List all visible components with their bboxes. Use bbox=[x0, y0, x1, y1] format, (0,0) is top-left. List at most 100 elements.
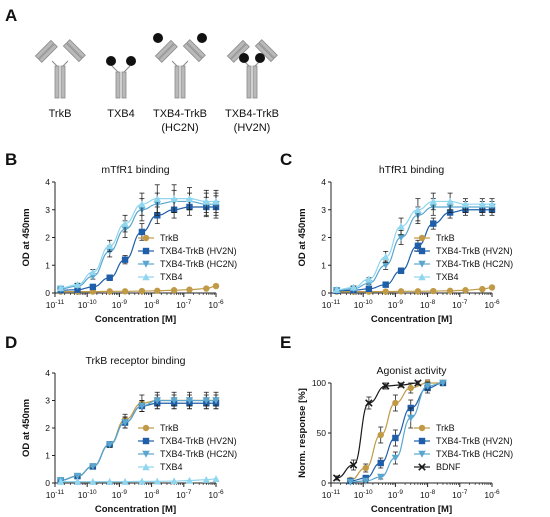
antibody-stem-2 bbox=[180, 65, 186, 99]
data-point bbox=[212, 282, 220, 290]
data-point bbox=[414, 242, 422, 250]
x-axis-label: Concentration [M] bbox=[95, 504, 176, 515]
data-point bbox=[121, 477, 129, 485]
data-point bbox=[382, 253, 390, 261]
data-point bbox=[202, 476, 211, 483]
antibody-arm-3 bbox=[226, 39, 247, 60]
y-axis-label: OD at 450nm bbox=[21, 208, 32, 266]
data-point bbox=[365, 285, 373, 293]
series-txb4 bbox=[56, 475, 220, 485]
data-point bbox=[377, 431, 384, 439]
data-point bbox=[106, 242, 114, 250]
y-tick-label: 0 bbox=[45, 478, 50, 488]
vnar-domain-2 bbox=[197, 33, 207, 43]
legend-label: TXB4-TrkB (HC2N) bbox=[436, 259, 513, 269]
construct-sublabel-hc2n: (HC2N) bbox=[161, 122, 198, 134]
legend-marker bbox=[142, 424, 150, 432]
panel-letter-d: D bbox=[5, 333, 17, 352]
data-point-stroke bbox=[381, 382, 390, 390]
legend-label: TXB4-TrkB (HC2N) bbox=[160, 259, 237, 269]
data-point bbox=[392, 399, 399, 407]
x-tick-label: 10-6 bbox=[208, 489, 224, 500]
x-tick-label: 10-8 bbox=[420, 299, 436, 310]
legend-label: TrkB bbox=[160, 423, 179, 433]
y-axis-label: OD at 450nm bbox=[21, 399, 32, 457]
antibody-arm-3 bbox=[254, 42, 275, 63]
antibody-stem-2 bbox=[174, 65, 180, 99]
data-point bbox=[121, 219, 129, 227]
txb4-hinge bbox=[111, 65, 119, 73]
data-point bbox=[446, 197, 454, 205]
data-point bbox=[430, 287, 437, 295]
y-tick-label: 4 bbox=[45, 177, 50, 187]
legend-label: TXB4-TrkB (HV2N) bbox=[436, 436, 513, 446]
legend-label: TrkB bbox=[436, 233, 455, 243]
antibody-arm-0 bbox=[66, 39, 86, 59]
data-point bbox=[203, 285, 210, 292]
data-point bbox=[392, 434, 399, 442]
series-txb4 bbox=[332, 192, 496, 293]
y-tick-label: 1 bbox=[321, 260, 326, 270]
vnar-domain-txb4 bbox=[126, 56, 136, 66]
vnar-domain-2 bbox=[153, 33, 163, 43]
data-point-stroke bbox=[397, 381, 405, 389]
data-point bbox=[185, 397, 194, 405]
legend-marker bbox=[142, 463, 150, 471]
legend-marker bbox=[418, 450, 426, 458]
data-point bbox=[202, 397, 211, 405]
data-point bbox=[430, 220, 437, 227]
data-point bbox=[106, 288, 113, 295]
data-point bbox=[382, 281, 389, 288]
txb4-hinge bbox=[123, 65, 131, 73]
legend-label: BDNF bbox=[436, 462, 461, 472]
data-point bbox=[407, 384, 414, 392]
antibody-stem-0 bbox=[54, 65, 60, 99]
legend-label: TXB4 bbox=[436, 272, 459, 282]
x-tick-label: 10-6 bbox=[208, 299, 224, 310]
legend-label: TXB4-TrkB (HV2N) bbox=[160, 436, 237, 446]
vnar-domain-txb4 bbox=[106, 56, 116, 66]
y-tick-label: 2 bbox=[45, 423, 50, 433]
y-tick-label: 3 bbox=[321, 205, 326, 215]
data-point bbox=[346, 478, 355, 486]
legend-marker bbox=[418, 424, 426, 432]
construct-label-hv2n: TXB4-TrkB bbox=[225, 108, 279, 120]
antibody-arm-2 bbox=[158, 43, 178, 63]
x-axis-label: Concentration [M] bbox=[371, 504, 452, 515]
data-point bbox=[397, 222, 405, 230]
x-tick-label: 10-10 bbox=[354, 489, 373, 500]
data-point bbox=[121, 288, 129, 295]
legend-label: TrkB bbox=[160, 233, 179, 243]
data-point bbox=[381, 382, 390, 390]
antibody-hinge-0 bbox=[51, 60, 58, 67]
data-point-stroke bbox=[332, 474, 341, 482]
chart-title: mTfR1 binding bbox=[101, 164, 169, 176]
antibody-hinge-2 bbox=[182, 60, 189, 67]
y-tick-label: 0 bbox=[45, 288, 50, 298]
data-point bbox=[332, 474, 341, 482]
x-tick-label: 10-11 bbox=[322, 489, 341, 500]
y-tick-label: 2 bbox=[321, 233, 326, 243]
data-point bbox=[349, 461, 358, 469]
x-tick-label: 10-9 bbox=[112, 299, 128, 310]
data-point bbox=[446, 287, 454, 294]
antibody-stem-0 bbox=[60, 65, 66, 99]
antibody-stem-3 bbox=[246, 65, 252, 99]
antibody-arm-0 bbox=[34, 39, 55, 60]
data-point bbox=[479, 285, 486, 293]
txb4-stem bbox=[115, 71, 121, 99]
x-tick-label: 10-9 bbox=[388, 489, 404, 500]
data-point bbox=[170, 287, 178, 294]
data-point bbox=[382, 262, 390, 269]
x-tick-label: 10-10 bbox=[354, 299, 373, 310]
data-point bbox=[365, 275, 373, 283]
chart-trkb-receptor-binding: TrkB receptor binding 0 1 2 3 4 OD at 450nm 10-… bbox=[21, 355, 237, 515]
legend-marker bbox=[142, 450, 150, 458]
legend-label: TXB4-TrkB (HV2N) bbox=[160, 246, 237, 256]
data-point bbox=[170, 194, 178, 202]
y-tick-label: 2 bbox=[45, 233, 50, 243]
chart-agonist-activity: Agonist activity 0 50 100 Norm. response [%]… bbox=[297, 365, 513, 515]
data-point bbox=[106, 274, 113, 281]
txb4-stem bbox=[121, 71, 127, 99]
